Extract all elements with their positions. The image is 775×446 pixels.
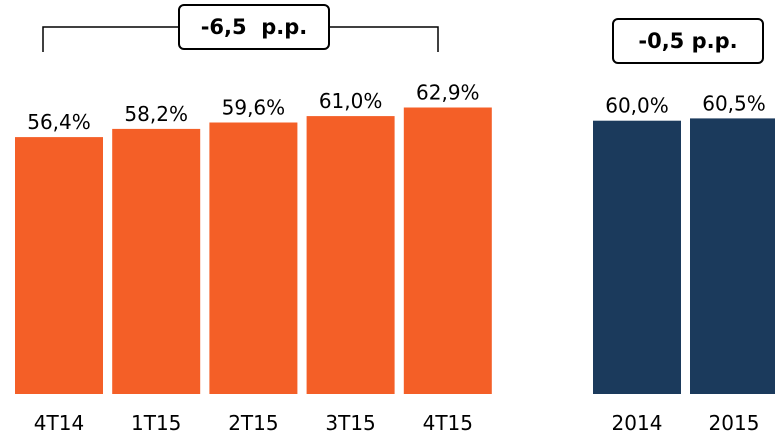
category-label-4T14: 4T14 [34,411,84,435]
quarterly-change-callout: -6,5 p.p. [178,4,330,50]
bar-2T15 [209,122,298,394]
bar-2015 [690,118,775,395]
category-label-2014: 2014 [612,411,663,435]
bar-4T15 [403,107,492,394]
category-label-2015: 2015 [709,411,760,435]
value-label-4T15: 62,9% [416,81,480,105]
category-label-4T15: 4T15 [423,411,473,435]
bars: 56,4% 4T14 58,2% 1T15 59,6% 2T15 61,0% 3T15 62,9… [15,81,775,435]
annual-change-callout: -0,5 p.p. [612,18,764,64]
bar-3T15 [306,116,395,394]
value-label-2T15: 59,6% [222,96,286,120]
category-label-1T15: 1T15 [131,411,181,435]
category-label-3T15: 3T15 [325,411,375,435]
category-label-2T15: 2T15 [228,411,278,435]
bar-2014 [593,120,681,394]
value-label-2015: 60,5% [702,91,766,115]
value-label-2014: 60,0% [605,94,669,118]
bar-4T14 [15,137,103,394]
value-label-1T15: 58,2% [124,102,188,126]
value-label-4T14: 56,4% [27,110,91,134]
value-label-3T15: 61,0% [319,89,383,113]
bar-1T15 [112,128,201,394]
